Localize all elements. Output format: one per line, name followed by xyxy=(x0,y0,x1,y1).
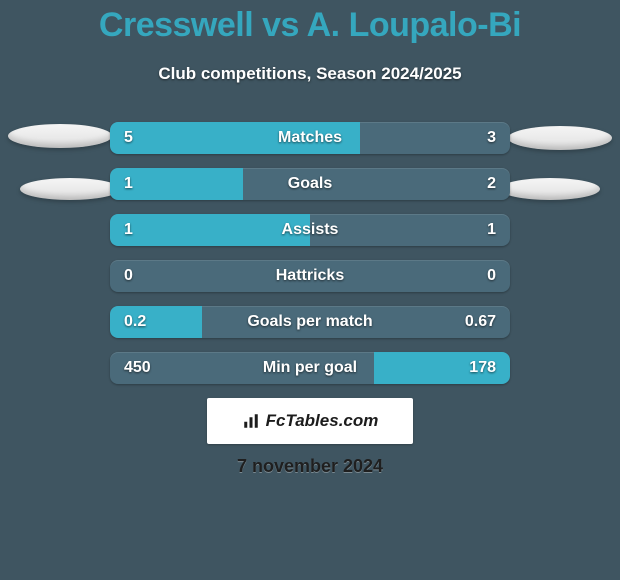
stat-fill-left xyxy=(110,122,360,154)
stat-value-right: 178 xyxy=(455,352,510,384)
stat-value-right: 0.67 xyxy=(451,306,510,338)
stat-value-left: 0.2 xyxy=(110,306,160,338)
stat-row: 12Goals xyxy=(110,168,510,200)
team-badge xyxy=(20,178,120,200)
stat-row: 53Matches xyxy=(110,122,510,154)
footer-date: 7 november 2024 xyxy=(0,456,620,477)
source-label: FcTables.com xyxy=(266,411,379,431)
page-title: Cresswell vs A. Loupalo-Bi xyxy=(0,6,620,45)
team-badge xyxy=(8,124,112,148)
stat-row: 450178Min per goal xyxy=(110,352,510,384)
stat-value-right: 2 xyxy=(473,168,510,200)
team-badge xyxy=(500,178,600,200)
comparison-canvas: Cresswell vs A. Loupalo-Bi Club competit… xyxy=(0,0,620,580)
stat-row: 0 0Hattricks xyxy=(110,260,510,292)
page-subtitle: Club competitions, Season 2024/2025 xyxy=(0,64,620,84)
stat-value-left: 0 xyxy=(110,260,147,292)
chart-icon xyxy=(242,412,260,430)
stat-value-left: 5 xyxy=(110,122,147,154)
stat-value-right: 1 xyxy=(473,214,510,246)
stat-label: Hattricks xyxy=(110,260,510,292)
source-pill[interactable]: FcTables.com xyxy=(207,398,413,444)
stat-value-right: 3 xyxy=(473,122,510,154)
stat-row: 0.20.67Goals per match xyxy=(110,306,510,338)
stat-value-left: 1 xyxy=(110,168,147,200)
stat-row: 11Assists xyxy=(110,214,510,246)
team-badge xyxy=(508,126,612,150)
stat-value-right: 0 xyxy=(473,260,510,292)
stat-value-left: 450 xyxy=(110,352,165,384)
stat-value-left: 1 xyxy=(110,214,147,246)
